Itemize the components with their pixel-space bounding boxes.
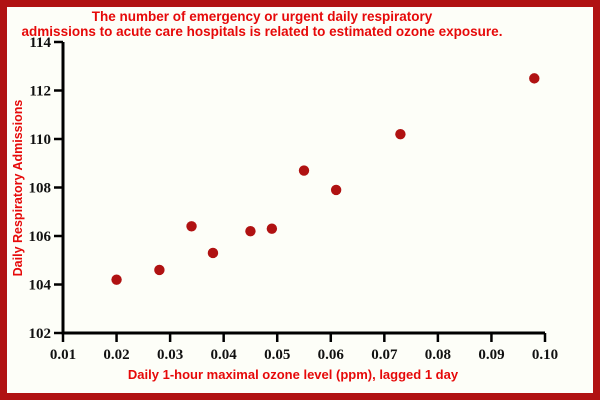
data-point xyxy=(395,128,406,140)
y-tick-label: 110 xyxy=(29,132,51,148)
scatter-plot-canvas: 102 104 106 108 110 112 114 0.01 0.02 0.03 0.04 0.0… xyxy=(29,35,559,363)
x-tick-label: 0.05 xyxy=(264,347,290,363)
y-tick-label: 114 xyxy=(29,35,51,51)
x-tick-label: 0.09 xyxy=(478,347,504,363)
data-point xyxy=(111,274,122,285)
data-point xyxy=(266,223,278,234)
x-tick-label: 0.08 xyxy=(425,347,451,363)
y-tick-label: 108 xyxy=(29,181,52,197)
data-point xyxy=(186,221,197,232)
x-tick-label: 0.10 xyxy=(532,347,558,363)
data-point xyxy=(245,225,256,237)
x-tick-label: 0.01 xyxy=(50,347,76,363)
y-tick-label: 104 xyxy=(29,278,52,294)
chart-title-line2: admissions to acute care hospitals is re… xyxy=(21,24,503,39)
chart-title-line1: The number of emergency or urgent daily … xyxy=(91,9,433,24)
y-tick-label: 102 xyxy=(29,326,52,342)
y-tick-label: 112 xyxy=(29,84,51,100)
x-tick-label: 0.04 xyxy=(211,347,238,363)
chart-title: The number of emergency or urgent daily … xyxy=(7,9,517,39)
x-tick-label: 0.03 xyxy=(157,347,183,363)
x-tick-label: 0.02 xyxy=(103,347,129,363)
x-tick-label: 0.06 xyxy=(318,347,345,363)
data-point xyxy=(529,73,540,84)
x-tick-label: 0.07 xyxy=(371,347,398,363)
data-point xyxy=(207,247,219,259)
y-tick-label: 106 xyxy=(29,229,52,245)
data-point xyxy=(298,165,310,176)
y-axis-label: Daily Respiratory Admissions xyxy=(11,99,25,277)
data-point xyxy=(154,264,165,276)
data-point xyxy=(330,184,342,196)
x-axis-label: Daily 1-hour maximal ozone level (ppm), … xyxy=(127,367,459,382)
